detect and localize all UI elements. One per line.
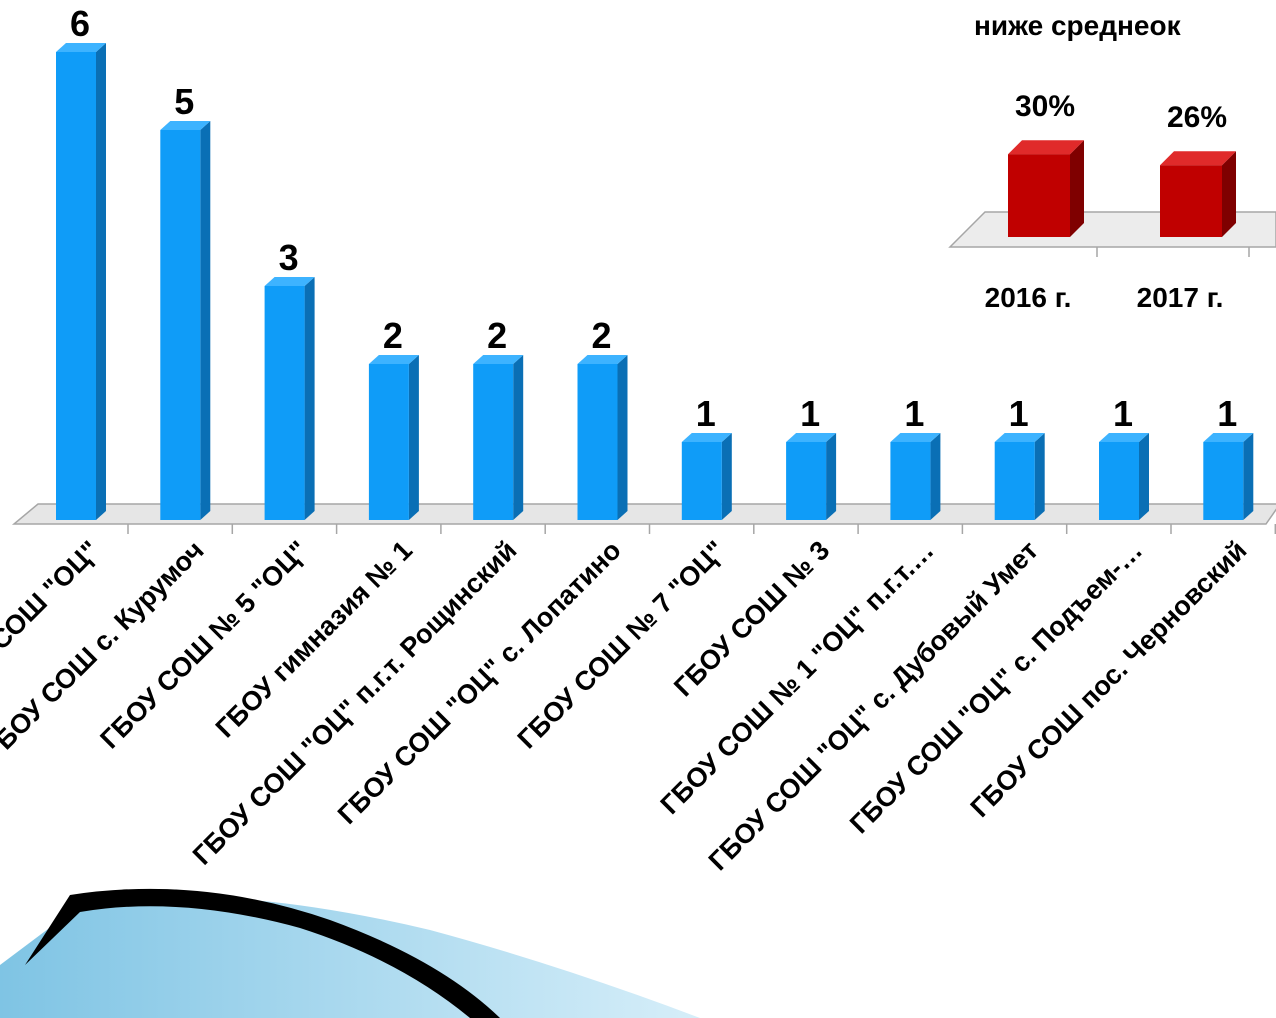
bar-11 [1099,433,1149,520]
inset-data-label: 30% [1015,90,1075,123]
bar-9 [890,433,941,520]
bar-front [890,442,931,520]
category-label: ГБОУ гимназия № 1 [210,535,418,743]
inset-bar-1 [1008,140,1084,237]
bar-side [200,121,211,520]
inset-chart-title: ниже среднеок [974,10,1182,41]
inset-category-label: 2017 г. [1137,282,1224,313]
bar-side [304,277,315,520]
bar-front [786,442,827,520]
data-label: 1 [1009,393,1029,434]
bar-front [577,364,618,520]
inset-bar-side [1070,140,1084,237]
bar-3 [264,277,315,520]
bar-6 [577,355,628,520]
inset-data-label: 26% [1167,101,1227,134]
bar-10 [994,433,1045,520]
category-label: ГБОУ СОШ № 7 "ОЦ" [512,535,731,754]
bar-front [56,52,96,520]
inset-bar-2 [1160,151,1236,237]
bar-top [1203,433,1254,442]
bar-side [721,433,732,520]
bar-side [930,433,941,520]
bar-front [681,442,722,520]
inset-bar-top [1160,151,1236,166]
bar-front [160,130,201,520]
bar-5 [473,355,524,520]
bar-front [1203,442,1244,520]
bar-top [994,433,1045,442]
bar-top [56,43,106,52]
bar-side [826,433,837,520]
bar-top [890,433,941,442]
inset-bar-chart: ниже среднеок 30%26%2016 г.2017 г.2 [948,10,1276,313]
data-label: 1 [800,393,820,434]
bar-top [264,277,315,286]
data-label: 6 [70,3,90,44]
bar-top [786,433,837,442]
inset-bar-top [1008,140,1084,155]
bar-side [408,355,419,520]
inset-bar-side [1222,151,1236,237]
inset-category-label: 2016 г. [985,282,1072,313]
bar-top [368,355,419,364]
bar-top [160,121,211,130]
bar-8 [786,433,837,520]
category-label: ГБОУ СОШ № 5 "ОЦ" [94,535,313,754]
bar-side [617,355,628,520]
data-label: 1 [1113,393,1133,434]
data-label: 1 [1217,393,1237,434]
bar-top [577,355,628,364]
bar-side [96,43,106,520]
bar-side [1243,433,1254,520]
swoosh-dark-stroke [25,888,500,1018]
swoosh-light-band [0,896,700,1018]
bar-1 [56,43,106,520]
bar-2 [160,121,211,520]
data-label: 1 [904,393,924,434]
data-label: 5 [174,81,194,122]
data-label: 1 [696,393,716,434]
data-label: 2 [383,315,403,356]
bar-4 [368,355,419,520]
bar-top [681,433,732,442]
bar-front [473,364,514,520]
bar-side [1034,433,1045,520]
bar-top [473,355,524,364]
bar-front [994,442,1035,520]
data-label: 2 [487,315,507,356]
decorative-swoosh [0,888,700,1018]
bar-top [1099,433,1149,442]
bar-side [1139,433,1149,520]
data-label: 2 [591,315,611,356]
bar-front [264,286,305,520]
data-label: 3 [279,237,299,278]
main-chart-floor [11,503,1276,525]
bar-front [1099,442,1139,520]
inset-bar-front [1008,154,1070,237]
inset-bar-front [1160,165,1222,237]
bar-side [513,355,524,520]
bar-7 [681,433,732,520]
bar-12 [1203,433,1254,520]
bar-front [368,364,409,520]
